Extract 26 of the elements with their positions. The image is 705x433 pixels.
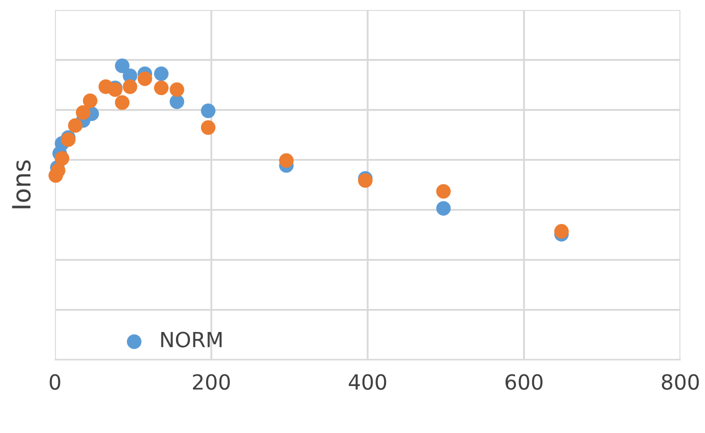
point [114, 95, 130, 110]
point [154, 66, 169, 82]
legend-label: NORM [161, 332, 222, 348]
point [82, 94, 98, 108]
point [54, 151, 70, 166]
point [279, 153, 294, 168]
point [170, 82, 184, 97]
point [114, 58, 130, 74]
y-axis-title: Ions [12, 160, 31, 208]
point [68, 118, 83, 133]
point [200, 104, 216, 118]
point [154, 80, 169, 96]
x-tick-label: 400 [348, 374, 386, 390]
point [554, 224, 569, 239]
point [122, 79, 138, 94]
point [138, 71, 152, 86]
point [50, 163, 66, 178]
point [436, 201, 451, 216]
x-tick-label: 200 [192, 374, 230, 390]
x-tick-label: 600 [506, 374, 542, 390]
point [436, 184, 451, 199]
point [170, 94, 184, 109]
x-tick-label: 800 [662, 374, 699, 390]
x-tick-label: 0 [50, 374, 60, 390]
point [200, 120, 216, 135]
point [76, 105, 90, 120]
